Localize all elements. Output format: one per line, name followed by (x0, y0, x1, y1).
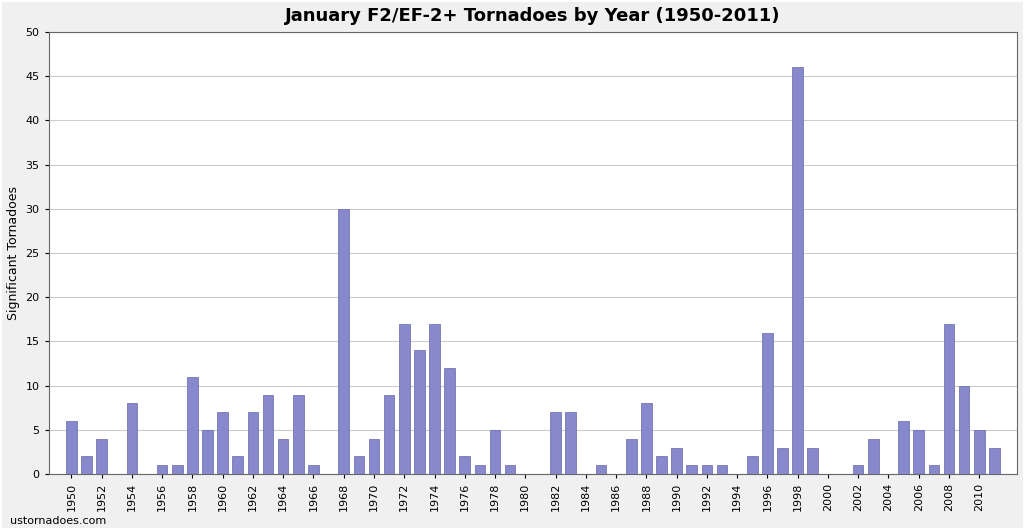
Bar (232, 457, 243, 474)
Bar (217, 412, 228, 474)
Bar (429, 324, 439, 474)
Bar (460, 457, 470, 474)
Bar (626, 439, 637, 474)
Bar (157, 465, 168, 474)
Bar (187, 377, 198, 474)
Bar (641, 403, 651, 474)
Bar (202, 430, 213, 474)
Title: January F2/EF-2+ Tornadoes by Year (1950-2011): January F2/EF-2+ Tornadoes by Year (1950… (285, 7, 780, 25)
Bar (913, 430, 924, 474)
Bar (67, 421, 77, 474)
Bar (353, 457, 365, 474)
Bar (958, 386, 970, 474)
Bar (172, 465, 182, 474)
Bar (656, 457, 667, 474)
Bar (293, 395, 303, 474)
Bar (777, 448, 787, 474)
Bar (808, 448, 818, 474)
Bar (686, 465, 697, 474)
Bar (127, 403, 137, 474)
Bar (338, 209, 349, 474)
Bar (989, 448, 999, 474)
Bar (762, 333, 773, 474)
Bar (489, 430, 501, 474)
Bar (96, 439, 106, 474)
Bar (248, 412, 258, 474)
Bar (278, 439, 289, 474)
Bar (974, 430, 984, 474)
Y-axis label: Significant Tornadoes: Significant Tornadoes (7, 186, 19, 320)
Text: ustornadoes.com: ustornadoes.com (10, 516, 106, 526)
Bar (853, 465, 863, 474)
Bar (263, 395, 273, 474)
Bar (550, 412, 561, 474)
Bar (944, 324, 954, 474)
Bar (929, 465, 939, 474)
Bar (399, 324, 410, 474)
Bar (414, 350, 425, 474)
Bar (717, 465, 727, 474)
Bar (746, 457, 758, 474)
Bar (444, 368, 455, 474)
Bar (898, 421, 909, 474)
Bar (672, 448, 682, 474)
Bar (384, 395, 394, 474)
Bar (308, 465, 318, 474)
Bar (81, 457, 92, 474)
Bar (868, 439, 879, 474)
Bar (701, 465, 712, 474)
Bar (793, 67, 803, 474)
Bar (369, 439, 379, 474)
Bar (565, 412, 575, 474)
Bar (474, 465, 485, 474)
Bar (596, 465, 606, 474)
Bar (505, 465, 515, 474)
